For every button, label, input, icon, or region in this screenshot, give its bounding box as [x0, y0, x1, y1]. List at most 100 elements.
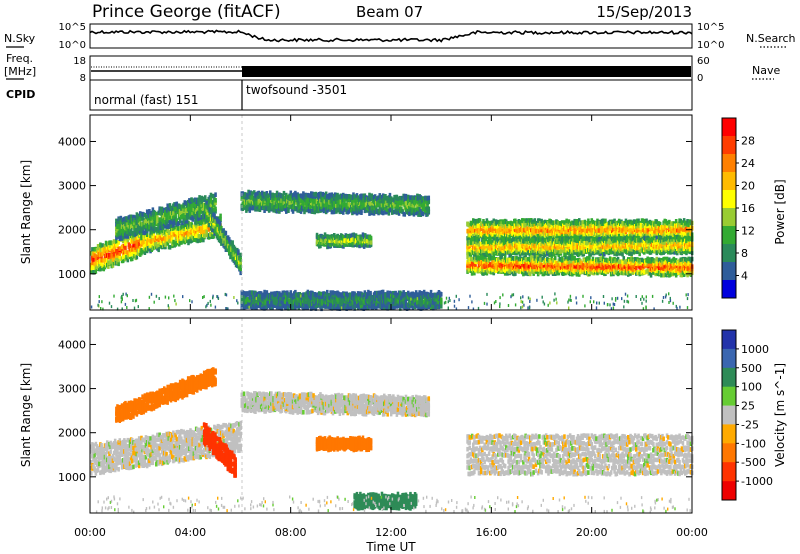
beam-label: Beam 07 [356, 3, 423, 21]
echo-cell [356, 195, 360, 200]
echo-cell [117, 261, 120, 267]
echo-cell [323, 232, 327, 237]
echo-cell [115, 235, 118, 240]
echo-cell [193, 202, 197, 207]
echo-cell [320, 204, 323, 210]
echo-cell [478, 218, 482, 223]
echo-cell [219, 217, 222, 223]
echo-cell [163, 207, 166, 213]
echo-cell [171, 237, 174, 242]
echo-cell [202, 229, 205, 235]
echo-cell [245, 197, 248, 203]
echo-cell [567, 219, 571, 224]
echo-cell [522, 218, 525, 223]
echo-cell [190, 222, 194, 227]
echo-cell [186, 207, 190, 212]
echo-cell [167, 229, 171, 235]
echo-cell [427, 195, 431, 201]
echo-cell [183, 200, 187, 205]
echo-cell [126, 257, 130, 263]
echo-cell [521, 247, 524, 253]
echo-cell [552, 252, 556, 257]
echo-cell [239, 257, 242, 262]
echo-cell [416, 202, 419, 208]
echo-cell [281, 193, 285, 199]
echo-cell [275, 190, 279, 196]
echo-cell [501, 223, 505, 229]
echo-cell [584, 236, 588, 242]
echo-cell [495, 233, 499, 239]
echo-cell [492, 255, 496, 261]
echo-cell [686, 219, 689, 224]
echo-cell [196, 238, 199, 244]
echo-cell [600, 225, 604, 231]
echo-cell [427, 206, 431, 212]
echo-cell [279, 203, 282, 208]
echo-cell [165, 221, 168, 226]
echo-cell [543, 219, 547, 225]
echo-cell [369, 201, 372, 207]
echo-cell [391, 206, 394, 212]
echo-cell [212, 234, 215, 239]
echo-cell [200, 199, 204, 205]
echo-band [90, 229, 142, 275]
echo-cell [318, 195, 321, 201]
echo-cell [116, 227, 119, 232]
noise-left-tick-top: 10^5 [59, 22, 86, 33]
echo-cell [357, 209, 361, 215]
echo-cell [115, 256, 118, 261]
echo-cell [100, 257, 103, 263]
echo-cell [538, 218, 541, 223]
echo-cell [171, 219, 174, 225]
echo-cell [225, 241, 229, 246]
echo-cell [143, 243, 147, 249]
echo-cell [116, 243, 119, 248]
echo-cell [541, 234, 545, 240]
echo-cell [192, 210, 196, 216]
cpid-segment-1: normal (fast) 151 [94, 93, 198, 107]
echo-cell [224, 230, 228, 236]
echo-cell [111, 263, 115, 268]
echo-cell [185, 219, 189, 224]
echo-cell [493, 234, 497, 239]
echo-cell [469, 226, 473, 231]
echo-cell [608, 230, 612, 235]
echo-cell [501, 229, 505, 235]
echo-cell [326, 208, 329, 213]
echo-cell [286, 198, 289, 204]
echo-cell [563, 220, 566, 225]
echo-cell [124, 228, 127, 233]
echo-cell [178, 217, 182, 223]
echo-cell [533, 218, 537, 223]
echo-cell [472, 236, 475, 242]
echo-cell [199, 237, 203, 243]
echo-cell [207, 225, 211, 231]
echo-cell [198, 218, 202, 223]
echo-cell [147, 246, 150, 251]
power-echoes [90, 189, 694, 312]
echo-cell [583, 226, 587, 231]
echo-band [115, 192, 217, 241]
echo-cell [196, 203, 199, 208]
echo-cell [308, 204, 312, 209]
echo-cell [689, 223, 693, 228]
echo-cell [299, 196, 303, 202]
echo-cell [198, 215, 201, 221]
echo-cell [269, 202, 272, 208]
echo-cell [507, 221, 510, 226]
echo-cell [92, 270, 95, 275]
echo-band [466, 234, 694, 258]
nsearch-label: N.Search [746, 32, 796, 45]
date-label: 15/Sep/2013 [596, 3, 692, 21]
echo-cell [525, 218, 529, 223]
echo-cell [182, 226, 186, 232]
echo-cell [204, 207, 207, 212]
echo-cell [140, 233, 143, 238]
echo-cell [617, 233, 621, 239]
echo-cell [173, 225, 176, 231]
echo-cell [271, 192, 274, 198]
echo-cell [214, 198, 217, 203]
echo-cell [101, 263, 104, 268]
echo-cell [198, 212, 201, 218]
